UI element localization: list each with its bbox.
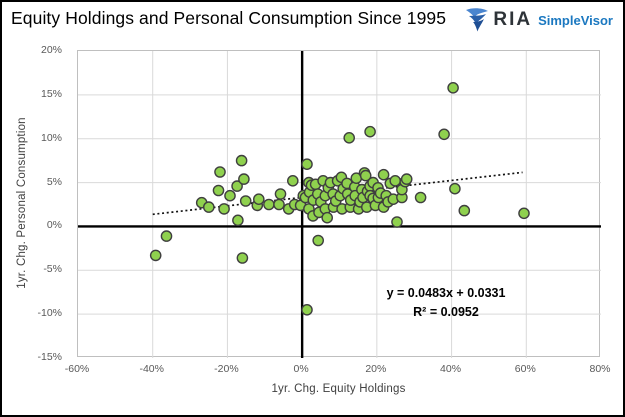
- y-axis-title: 1yr. Chg. Personal Consumption: [16, 117, 28, 289]
- data-point: [400, 173, 413, 185]
- scatter-svg: [78, 51, 601, 358]
- data-point: [232, 214, 244, 227]
- data-point: [236, 252, 249, 264]
- x-tick-label: -40%: [139, 363, 164, 375]
- x-tick-label: -60%: [64, 363, 90, 375]
- data-point: [359, 169, 372, 182]
- data-point: [301, 158, 313, 170]
- data-point: [212, 184, 225, 197]
- scatter-plot-area: y = 0.0483x + 0.0331 R² = 0.0952: [77, 50, 601, 358]
- data-point: [203, 201, 215, 213]
- chart-header: Equity Holdings and Personal Consumption…: [2, 2, 623, 38]
- data-point: [274, 188, 287, 200]
- data-point: [377, 168, 390, 181]
- y-tick-label: 20%: [40, 44, 62, 56]
- data-point: [263, 198, 275, 211]
- data-point: [224, 189, 236, 202]
- ria-simplevisor-logo: RIA SimpleVisor: [465, 7, 613, 33]
- equation-line: y = 0.0483x + 0.0331: [386, 286, 506, 300]
- r-squared-line: R² = 0.0952: [413, 304, 479, 319]
- data-point: [438, 128, 450, 141]
- page-title: Equity Holdings and Personal Consumption…: [11, 8, 447, 28]
- y-tick-label: 0%: [46, 219, 62, 232]
- x-tick-label: 80%: [589, 363, 611, 375]
- y-tick-label: 10%: [40, 131, 62, 144]
- data-point: [391, 216, 403, 228]
- x-tick-label: 0%: [293, 363, 309, 375]
- y-tick-label: -15%: [37, 351, 62, 363]
- x-tick-label: 40%: [440, 363, 462, 375]
- data-point: [235, 154, 248, 167]
- x-tick-label: -20%: [214, 363, 239, 375]
- trendline-equation: y = 0.0483x + 0.0331 R² = 0.0952: [336, 284, 556, 322]
- data-point: [149, 249, 162, 262]
- data-point: [389, 175, 402, 187]
- y-tick-label: -10%: [37, 307, 62, 320]
- x-axis-title: 1yr. Chg. Equity Holdings: [271, 383, 406, 395]
- data-point: [252, 193, 265, 205]
- x-tick-label: 60%: [514, 363, 536, 375]
- data-point: [301, 303, 313, 316]
- data-point: [273, 198, 285, 211]
- y-tick-label: 15%: [40, 87, 62, 100]
- data-point: [238, 173, 250, 185]
- data-point: [312, 234, 324, 247]
- data-point: [518, 207, 530, 220]
- data-point: [214, 166, 226, 178]
- data-point: [447, 81, 459, 94]
- data-point: [218, 203, 230, 215]
- data-point: [321, 211, 333, 224]
- ria-eagle-icon: [465, 7, 489, 33]
- ria-wordmark: RIA: [493, 9, 533, 30]
- data-point: [231, 180, 243, 192]
- data-point: [343, 132, 356, 144]
- data-point: [414, 191, 427, 204]
- data-point: [449, 182, 461, 195]
- data-point: [286, 175, 299, 187]
- y-tick-label: -5%: [43, 263, 62, 276]
- data-point: [458, 204, 471, 217]
- simplevisor-wordmark: SimpleVisor: [538, 12, 613, 28]
- data-point: [364, 125, 376, 138]
- x-tick-label: 20%: [365, 363, 387, 375]
- data-point: [160, 230, 173, 242]
- data-point: [239, 195, 252, 207]
- y-tick-label: 5%: [46, 175, 62, 188]
